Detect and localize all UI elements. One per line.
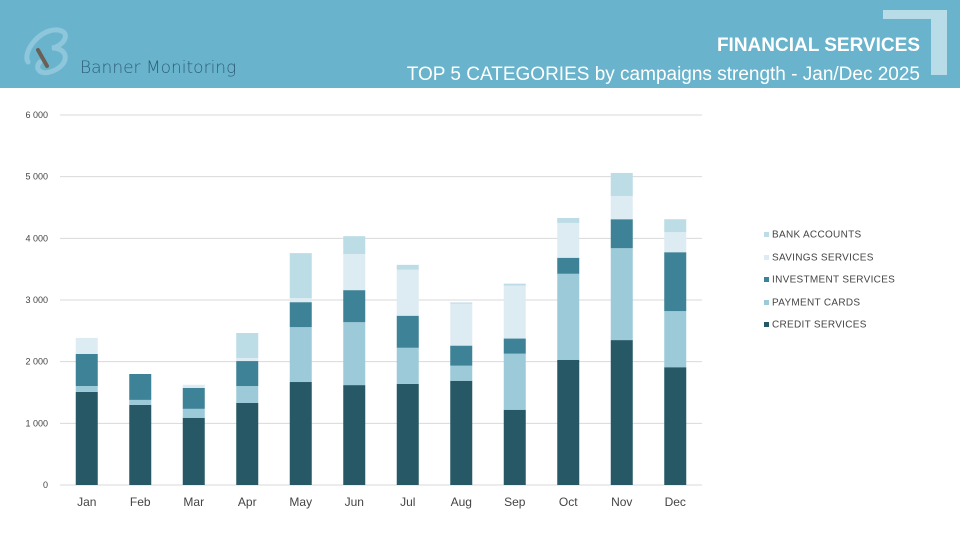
bar-segment-bank-accounts (610, 172, 633, 197)
bar-segment-bank-accounts (236, 332, 259, 358)
legend-label: BANK ACCOUNTS (772, 230, 862, 241)
bar-segment-savings-services (450, 303, 473, 346)
x-tick-label: Nov (611, 495, 632, 509)
bar-segment-credit-services (450, 380, 473, 485)
bar-segment-savings-services (236, 357, 259, 362)
bar-segment-credit-services (289, 382, 312, 485)
y-tick-label: 4 000 (25, 233, 48, 243)
bar-segment-credit-services (129, 404, 152, 485)
bar-segment-bank-accounts (396, 264, 419, 270)
bar-segment-bank-accounts (557, 217, 580, 223)
bar-segment-savings-services (343, 254, 366, 291)
stacked-bar-chart: 0 1 000 2 000 3 000 4 000 5 000 6 000 Jan Feb Mar… (25, 110, 895, 509)
legend-marker (764, 255, 769, 260)
bar-segment-investment-services (75, 353, 98, 387)
legend-marker (764, 300, 769, 305)
bar-segment-investment-services (557, 257, 580, 274)
bar-segment-bank-accounts (450, 302, 473, 304)
bar-segment-credit-services (664, 367, 687, 485)
bar-segment-credit-services (396, 383, 419, 485)
bar-segment-investment-services (610, 219, 633, 249)
banner-monitoring-logo (24, 27, 68, 76)
bar-segment-credit-services (557, 359, 580, 485)
bar-segment-credit-services (503, 409, 526, 485)
bar-segment-savings-services (610, 196, 633, 220)
y-tick-label: 5 000 (25, 172, 48, 182)
bar-segment-payment-cards (236, 386, 259, 403)
bar-segment-payment-cards (75, 386, 98, 392)
x-tick-label: Jun (345, 495, 364, 509)
bar-segment-investment-services (450, 345, 473, 366)
y-tick-label: 1 000 (25, 418, 48, 428)
corner-decoration (883, 10, 947, 75)
bar-segment-payment-cards (182, 408, 205, 418)
y-tick-label: 3 000 (25, 295, 48, 305)
bar-segment-payment-cards (664, 311, 687, 368)
bar-segment-credit-services (75, 391, 98, 485)
y-tick-label: 6 000 (25, 110, 48, 120)
x-tick-label: Dec (665, 495, 686, 509)
bar-segment-payment-cards (610, 248, 633, 341)
bar-segment-credit-services (236, 402, 259, 485)
legend-marker (764, 232, 769, 237)
bar-segment-payment-cards (129, 399, 152, 405)
legend-marker (764, 277, 769, 282)
bar-segment-savings-services (396, 269, 419, 316)
legend-label: INVESTMENT SERVICES (772, 275, 895, 286)
bar-segment-bank-accounts (343, 236, 366, 255)
legend-marker (764, 322, 769, 327)
bar-segment-payment-cards (396, 347, 419, 384)
bar-segment-savings-services (557, 222, 580, 258)
x-tick-label: Apr (238, 495, 257, 509)
bar-segment-bank-accounts (289, 253, 312, 299)
bar-segment-investment-services (236, 361, 259, 387)
bar-segment-investment-services (129, 374, 152, 400)
bar-segment-investment-services (503, 338, 526, 354)
page-subtitle: TOP 5 CATEGORIES by campaigns strength -… (406, 64, 920, 85)
bar-segment-investment-services (289, 302, 312, 328)
x-tick-label: Jul (400, 495, 415, 509)
legend-label: CREDIT SERVICES (772, 320, 867, 331)
bar-segment-savings-services (182, 384, 205, 388)
y-tick-label: 2 000 (25, 357, 48, 367)
bar-segment-investment-services (343, 290, 366, 323)
bar-segment-savings-services (503, 285, 526, 339)
x-tick-label: Mar (183, 495, 204, 509)
bar-segment-payment-cards (557, 273, 580, 360)
legend-label: SAVINGS SERVICES (772, 253, 874, 264)
bar-segment-bank-accounts (503, 283, 526, 286)
bar-segment-credit-services (610, 340, 633, 485)
bar-segment-savings-services (664, 232, 687, 253)
bar-segment-investment-services (182, 387, 205, 409)
page-title: FINANCIAL SERVICES (716, 35, 920, 56)
bar-segment-payment-cards (289, 327, 312, 383)
bar-segment-payment-cards (503, 353, 526, 410)
bar-segment-savings-services (75, 337, 98, 354)
y-tick-label: 0 (43, 480, 48, 490)
bar-segment-payment-cards (450, 365, 473, 381)
header-band: Banner Monitoring FINANCIAL SERVICES TOP… (0, 0, 960, 88)
bar-segment-bank-accounts (664, 219, 687, 233)
bar-segment-credit-services (343, 385, 366, 485)
legend-label: PAYMENT CARDS (772, 298, 860, 309)
brand-name: Banner Monitoring (80, 58, 237, 78)
x-tick-label: Aug (451, 495, 472, 509)
x-tick-label: Oct (559, 495, 578, 509)
x-tick-label: May (289, 495, 312, 509)
bar-segment-investment-services (664, 252, 687, 312)
bar-segment-savings-services (289, 298, 312, 303)
x-tick-label: Sep (504, 495, 526, 509)
bar-segment-credit-services (182, 417, 205, 485)
x-tick-label: Feb (130, 495, 151, 509)
bar-segment-payment-cards (343, 322, 366, 386)
x-tick-label: Jan (77, 495, 96, 509)
bar-segment-investment-services (396, 315, 419, 348)
